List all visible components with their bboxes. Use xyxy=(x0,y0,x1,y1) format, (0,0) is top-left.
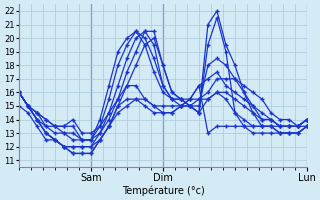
X-axis label: Température (°c): Température (°c) xyxy=(122,185,204,196)
